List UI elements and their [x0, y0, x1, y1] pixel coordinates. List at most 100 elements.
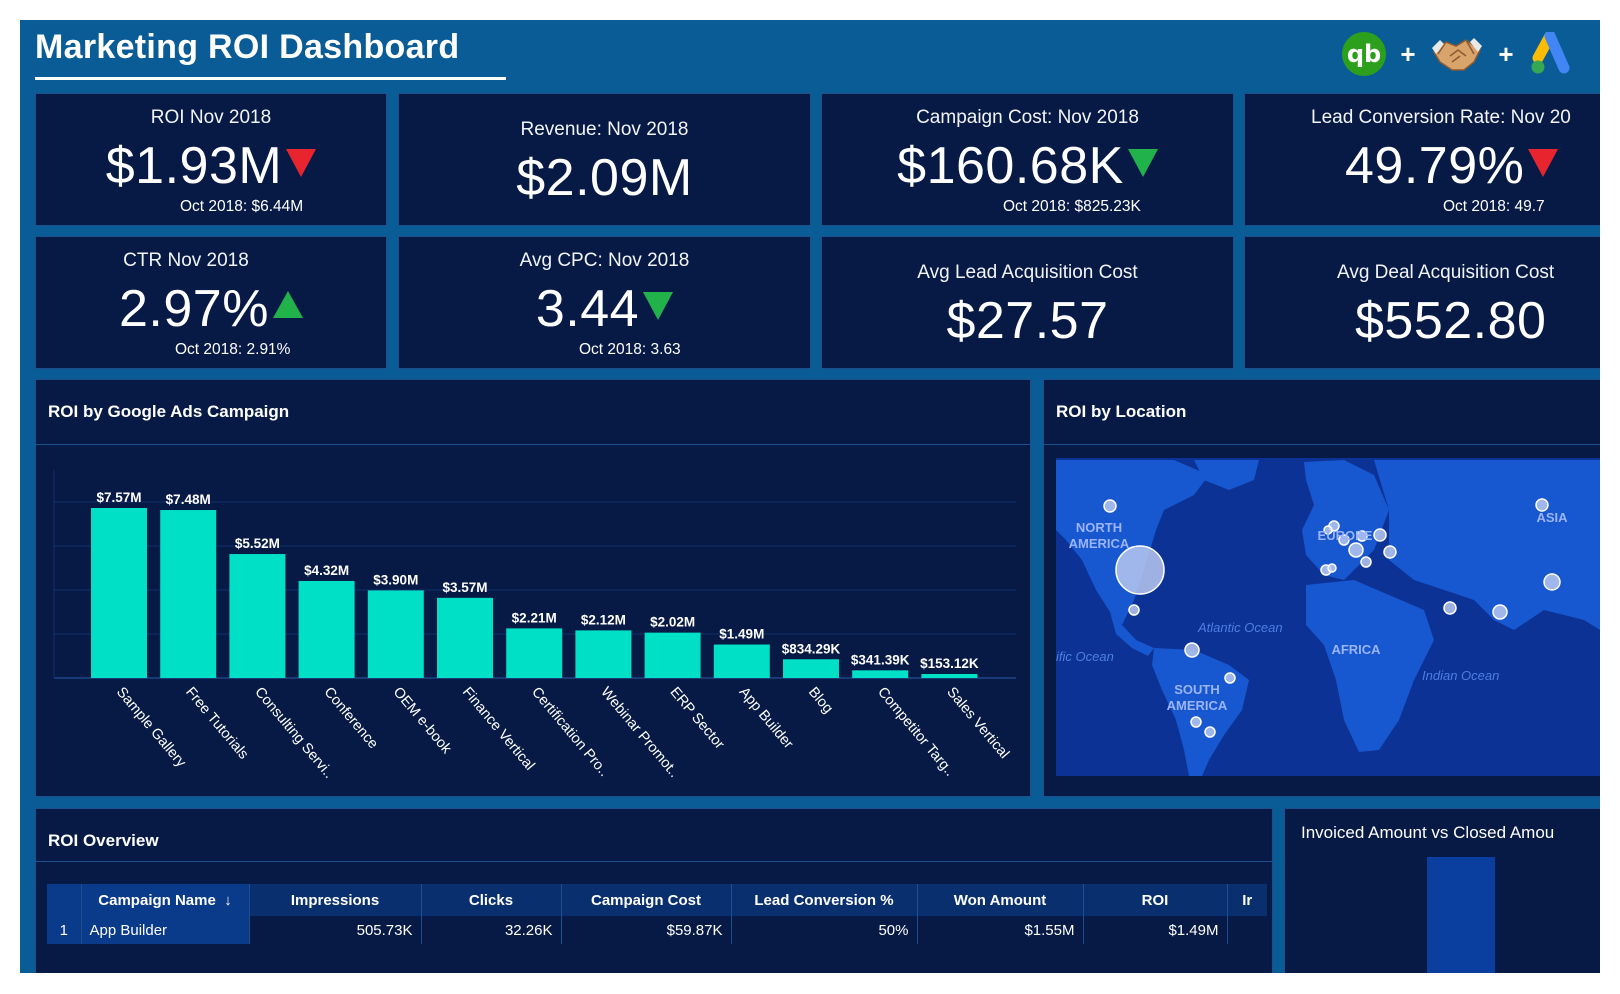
location-bubble — [1103, 499, 1117, 513]
kpi-comparison: Oct 2018: $825.23K — [1003, 198, 1141, 215]
bar-app-builder[interactable] — [713, 644, 770, 678]
kpi-value-text: $1.93M — [105, 137, 283, 195]
location-bubble — [1184, 642, 1200, 658]
panel-title: ROI by Google Ads Campaign — [48, 402, 290, 421]
kpi-label: Avg CPC: Nov 2018 — [519, 250, 690, 271]
kpi-label: Campaign Cost: Nov 2018 — [916, 107, 1139, 128]
bar-sample-gallery[interactable] — [91, 508, 147, 678]
kpi-ctr[interactable]: CTR Nov 2018 2.97% Oct 2018: 2.91% — [35, 236, 387, 369]
data-label: $2.21M — [512, 610, 557, 625]
world-map[interactable]: . — [1044, 380, 1600, 797]
cell-impressions: 505.73K — [249, 916, 422, 944]
kpi-comparison: Oct 2018: 2.91% — [175, 341, 291, 358]
kpi-value: $552.80 — [1355, 292, 1547, 350]
kpi-label: Lead Conversion Rate: Nov 20 — [1311, 107, 1571, 128]
roi-overview-table: Campaign Name ↓ Impressions Clicks Campa… — [47, 884, 1267, 944]
bar-conference[interactable] — [298, 580, 355, 678]
cell-campaign-cost: $59.87K — [561, 916, 732, 944]
kpi-campaign-cost[interactable]: Campaign Cost: Nov 2018 $160.68K Oct 201… — [821, 93, 1234, 226]
x-tick-label: Free Tutorials — [182, 684, 251, 762]
data-label: $341.39K — [851, 652, 910, 667]
bar-competitor-targ-[interactable] — [852, 670, 909, 678]
trend-down-icon — [1127, 149, 1158, 177]
bar-free-tutorials[interactable] — [160, 510, 217, 678]
column-header-won-amount[interactable]: Won Amount — [917, 884, 1084, 916]
bar-webinar-promot-[interactable] — [575, 630, 632, 678]
x-tick-label: App Builder — [736, 684, 797, 752]
column-header-impressions[interactable]: Impressions — [249, 884, 422, 916]
kpi-label: Revenue: Nov 2018 — [520, 119, 689, 140]
table-row[interactable]: 1 App Builder 505.73K 32.26K $59.87K 50%… — [47, 916, 1267, 944]
europe-shape — [1302, 460, 1389, 580]
data-label: $1.49M — [719, 627, 764, 642]
location-bubble — [1492, 604, 1508, 620]
location-bubble — [1543, 573, 1561, 591]
data-label: $5.52M — [235, 536, 280, 551]
location-bubble — [1373, 528, 1387, 542]
column-header-campaign-name[interactable]: Campaign Name ↓ — [81, 884, 250, 916]
trend-down-icon — [1528, 149, 1559, 177]
quickbooks-icon: qb — [1342, 32, 1386, 76]
trend-up-icon — [272, 291, 303, 318]
region-label: SOUTH AMERICA — [1166, 682, 1228, 713]
kpi-revenue[interactable]: Revenue: Nov 2018 $2.09M — [398, 93, 811, 226]
plus-sign: + — [1400, 38, 1416, 69]
cell-lead-conversion: 50% — [731, 916, 918, 944]
location-bubble — [1190, 716, 1202, 728]
kpi-label: Avg Deal Acquisition Cost — [1337, 262, 1555, 283]
kpi-label: Avg Lead Acquisition Cost — [917, 262, 1138, 283]
plus-sign: + — [1498, 38, 1514, 69]
data-label: $7.48M — [166, 492, 211, 507]
kpi-avg-lead-cost[interactable]: Avg Lead Acquisition Cost $27.57 — [821, 236, 1234, 369]
region-label: EUROPE — [1317, 528, 1373, 543]
column-header-roi[interactable]: ROI — [1083, 884, 1228, 916]
bar-blog[interactable] — [783, 659, 839, 678]
dashboard-frame: Marketing ROI Dashboard qb + + ROI Nov 2… — [20, 20, 1600, 973]
panel-title: Invoiced Amount vs Closed Amou — [1301, 823, 1555, 842]
data-label: $3.57M — [442, 580, 487, 595]
bar-finance-vertical[interactable] — [437, 597, 493, 678]
kpi-lead-conversion[interactable]: Lead Conversion Rate: Nov 20 49.79% Oct … — [1244, 93, 1600, 226]
bar-sales-vertical[interactable] — [921, 674, 978, 678]
sort-desc-icon[interactable]: ↓ — [224, 891, 232, 909]
bar-erp-sector[interactable] — [644, 632, 701, 678]
kpi-value: 49.79% — [1345, 136, 1600, 196]
kpi-label: ROI Nov 2018 — [150, 107, 272, 128]
invoiced-bar[interactable] — [1427, 857, 1495, 973]
kpi-comparison: Oct 2018: 3.63 — [579, 341, 681, 358]
greenland-shape — [1194, 460, 1259, 490]
x-tick-label: Blog — [805, 684, 836, 717]
cell-won-amount: $1.55M — [917, 916, 1084, 944]
kpi-value: $2.09M — [516, 149, 693, 207]
data-label: $2.02M — [650, 615, 695, 630]
x-tick-label: Sample Gallery — [113, 684, 189, 771]
data-label: $3.90M — [373, 572, 418, 587]
kpi-avg-deal-cost[interactable]: Avg Deal Acquisition Cost $552.80 — [1244, 236, 1600, 369]
column-header-index — [47, 884, 82, 916]
data-label: $834.29K — [782, 641, 841, 656]
column-header-campaign-cost[interactable]: Campaign Cost — [561, 884, 732, 916]
column-header-more[interactable]: Ir — [1227, 884, 1267, 916]
kpi-value: $1.93M — [36, 136, 386, 196]
kpi-value: $27.57 — [946, 292, 1109, 350]
kpi-avg-cpc[interactable]: Avg CPC: Nov 2018 3.44 Oct 2018: 3.63 — [398, 236, 811, 369]
title-underline — [35, 77, 506, 80]
cell-roi: $1.49M — [1083, 916, 1228, 944]
cell-clicks: 32.26K — [421, 916, 562, 944]
column-header-lead-conversion[interactable]: Lead Conversion % — [731, 884, 918, 916]
location-bubble — [1323, 525, 1333, 535]
trend-down-icon — [286, 149, 317, 177]
column-header-clicks[interactable]: Clicks — [421, 884, 562, 916]
bar-consulting-servi-[interactable] — [229, 554, 286, 678]
location-bubble — [1338, 534, 1350, 546]
bar-oem-e-book[interactable] — [367, 590, 424, 678]
location-bubble — [1348, 542, 1364, 558]
north-america-shape — [1056, 460, 1209, 625]
panel-divider — [36, 444, 1030, 445]
panel-title: ROI Overview — [48, 831, 159, 850]
page-title: Marketing ROI Dashboard — [35, 28, 460, 66]
panel-title: ROI by Location — [1056, 402, 1187, 421]
kpi-roi[interactable]: ROI Nov 2018 $1.93M Oct 2018: $6.44M — [35, 93, 387, 226]
bar-certification-pro-[interactable] — [506, 628, 563, 678]
location-bubble — [1535, 498, 1549, 512]
